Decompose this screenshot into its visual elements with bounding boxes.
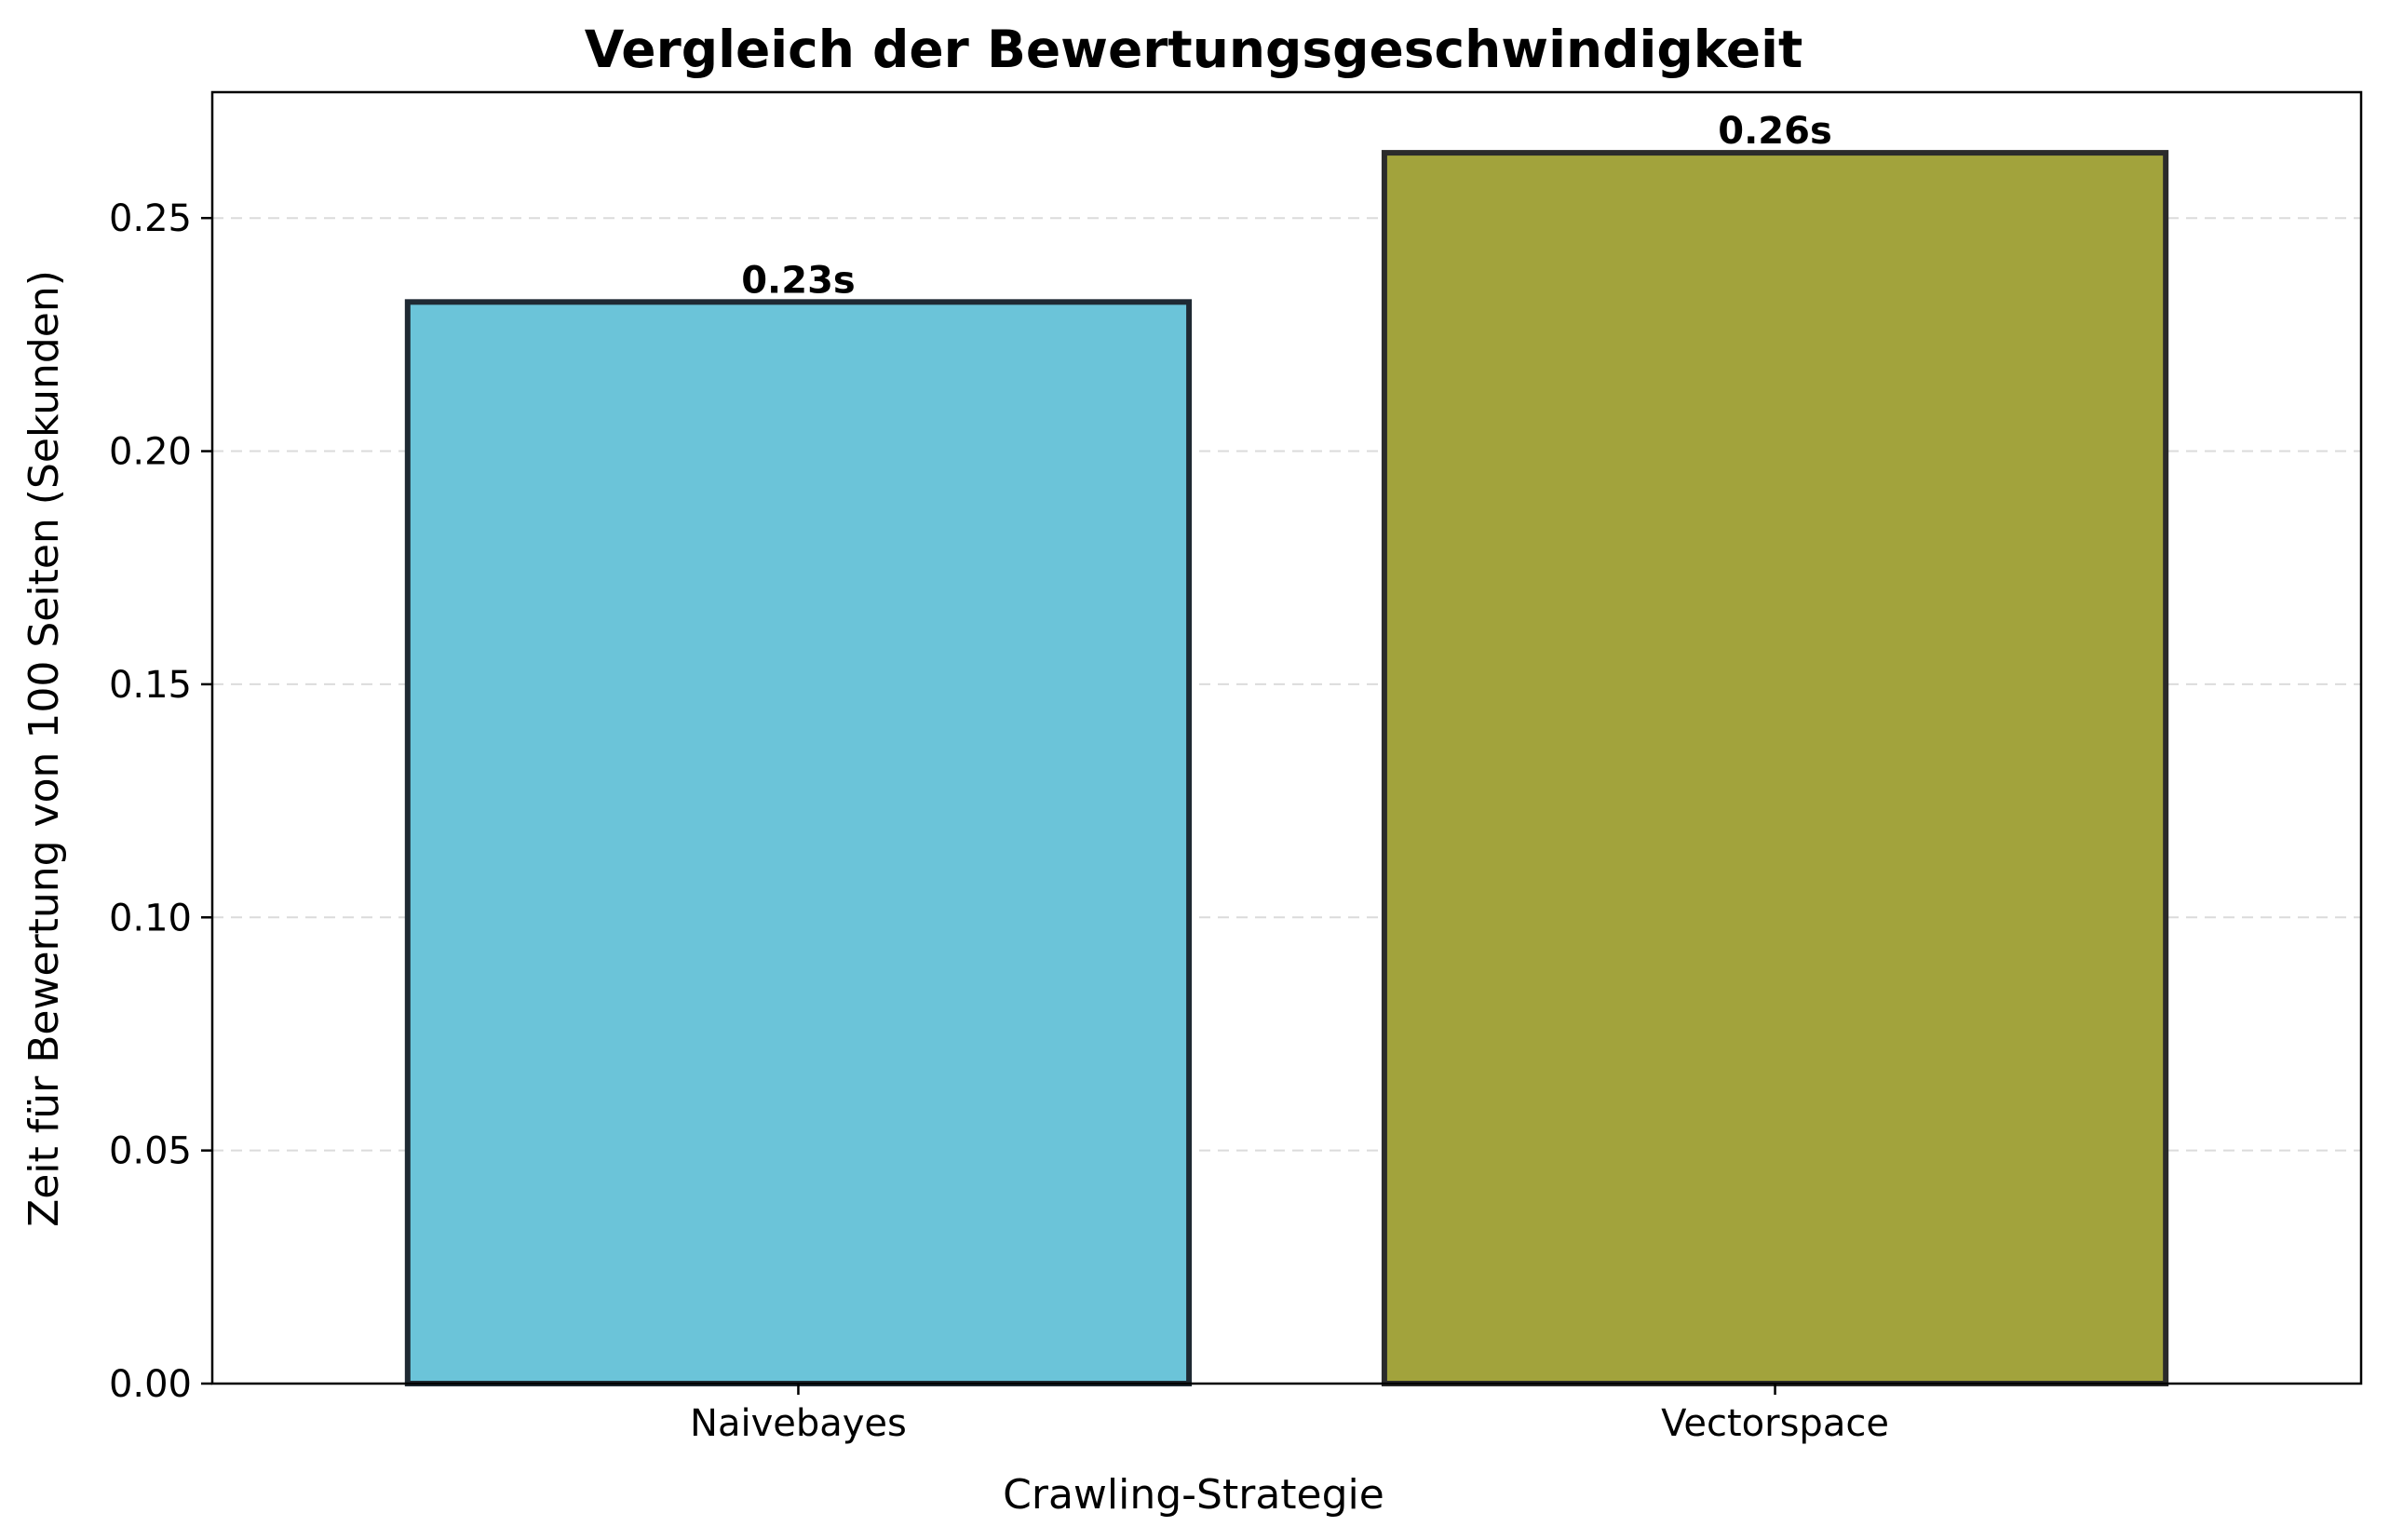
bar-naivebayes [404, 299, 1193, 1386]
x-tick-label: Naivebayes [690, 1402, 907, 1445]
bar-value-label: 0.26s [1718, 110, 1832, 153]
x-axis-label: Crawling-Strategie [1003, 1471, 1384, 1519]
plot-area-frame [210, 90, 2363, 1385]
bars [404, 150, 2169, 1386]
y-tick-label: 0.10 [109, 897, 192, 939]
y-tick-label: 0.05 [109, 1130, 192, 1173]
y-tick-label: 0.00 [109, 1363, 192, 1406]
value-labels: 0.23s 0.26s [741, 110, 1832, 302]
bar-value-label: 0.23s [741, 259, 856, 302]
x-tick-label: Vectorspace [1661, 1402, 1889, 1445]
y-tick-label: 0.15 [109, 664, 192, 707]
y-tick-label: 0.25 [109, 197, 192, 240]
y-axis-label: Zeit für Bewertung von 100 Seiten (Sekun… [20, 270, 68, 1227]
y-tick-label: 0.20 [109, 431, 192, 474]
x-axis-ticks: Naivebayes Vectorspace [690, 1384, 1889, 1445]
chart-title: Vergleich der Bewertungsgeschwindigkeit [585, 20, 1803, 79]
bar-vectorspace [1381, 150, 2169, 1386]
y-axis-ticks: 0.00 0.05 0.10 0.15 0.20 0.25 [109, 197, 212, 1406]
